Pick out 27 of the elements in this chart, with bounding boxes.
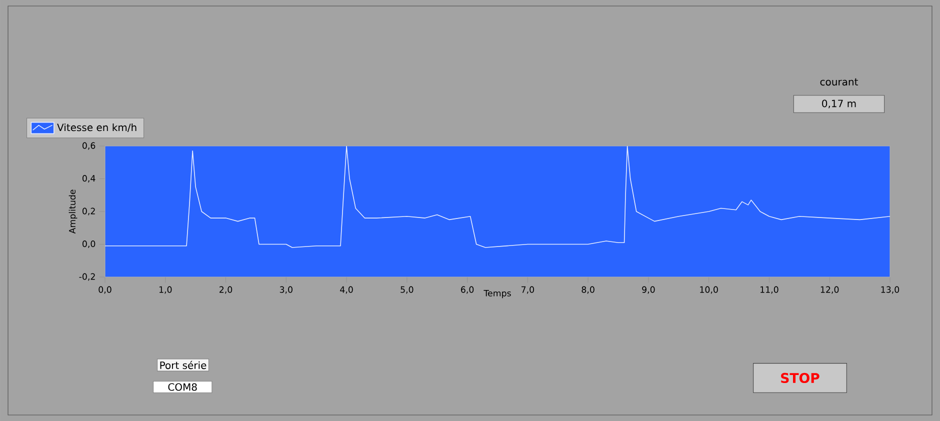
x-tick-label: 2,0 xyxy=(220,286,232,294)
x-tick-label: 7,0 xyxy=(522,286,534,294)
text: 0,17 m xyxy=(822,100,856,108)
y-tick-label: 0,2 xyxy=(82,208,95,216)
x-axis-title: Temps xyxy=(484,290,511,298)
x-tick-label: 12,0 xyxy=(820,286,839,294)
x-tick-label: 8,0 xyxy=(582,286,594,294)
legend-label: Vitesse en km/h xyxy=(57,123,136,132)
text: COM8 xyxy=(168,383,197,391)
y-tick-label: 0,4 xyxy=(82,175,96,182)
x-tick-label: 10,0 xyxy=(700,286,718,294)
x-tick-label: 5,0 xyxy=(400,286,414,294)
text: courant xyxy=(820,78,858,86)
x-tick-label: 11,0 xyxy=(760,286,778,294)
x-tick-label: 4,0 xyxy=(340,286,353,294)
text: Port série xyxy=(160,360,206,370)
x-tick-label: 3,0 xyxy=(280,286,292,294)
x-tick-label: 13,0 xyxy=(881,286,900,294)
x-tick-label: 9,0 xyxy=(642,286,655,294)
y-tick-label: 0,6 xyxy=(82,142,96,150)
text: STOP xyxy=(781,372,820,384)
y-tick-label: 0,0 xyxy=(82,240,96,248)
x-tick-label: 0,0 xyxy=(98,286,112,294)
y-tick-label: -0,2 xyxy=(79,273,95,281)
x-tick-label: 6,0 xyxy=(461,286,474,294)
y-axis-title: Amplitude xyxy=(68,190,78,234)
x-tick-label: 1,0 xyxy=(159,286,172,294)
